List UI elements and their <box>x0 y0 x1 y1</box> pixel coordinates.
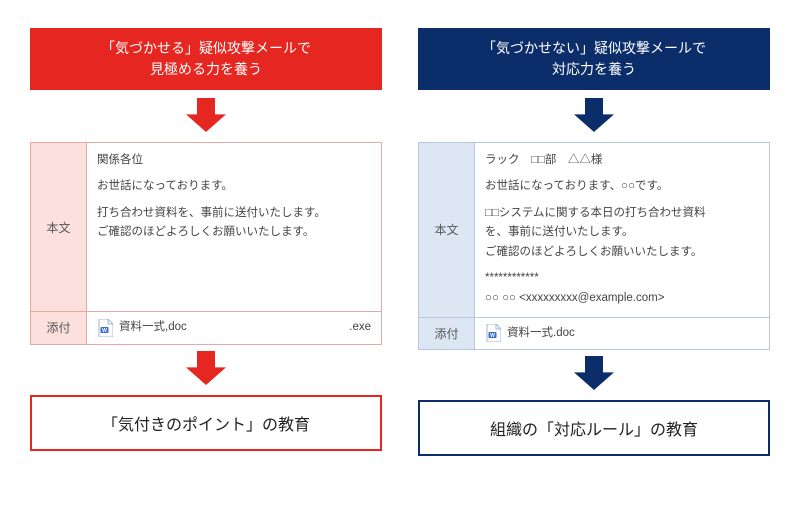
word-doc-icon: W <box>97 319 113 337</box>
word-doc-icon: W <box>485 324 501 342</box>
right-header-line2: 対応力を養う <box>426 59 762 80</box>
left-column: 「気づかせる」疑似攻撃メールで 見極める力を養う 本文 関係各位お世話になってお… <box>30 28 382 489</box>
left-body-label: 本文 <box>31 143 87 311</box>
left-header-line1: 「気づかせる」疑似攻撃メールで <box>38 38 374 59</box>
right-header-box: 「気づかせない」疑似攻撃メールで 対応力を養う <box>418 28 770 90</box>
right-attach-label: 添付 <box>419 318 475 350</box>
svg-text:W: W <box>102 328 107 334</box>
left-body-row: 本文 関係各位お世話になっております。打ち合わせ資料を、事前に送付いたします。ご… <box>31 143 381 312</box>
left-footer-box: 「気付きのポイント」の教育 <box>30 395 382 451</box>
right-header-line1: 「気づかせない」疑似攻撃メールで <box>426 38 762 59</box>
right-arrow-1 <box>574 98 614 132</box>
left-attach-content: W 資料一式,doc .exe <box>87 312 381 344</box>
right-body-content: ラック □□部 △△様お世話になっております、○○です。□□システムに関する本日… <box>475 143 769 317</box>
left-header-box: 「気づかせる」疑似攻撃メールで 見極める力を養う <box>30 28 382 90</box>
left-body-content: 関係各位お世話になっております。打ち合わせ資料を、事前に送付いたします。ご確認の… <box>87 143 381 311</box>
right-attach-filename: 資料一式.doc <box>507 324 575 344</box>
down-arrow-icon <box>574 356 614 390</box>
left-attach-label: 添付 <box>31 312 87 344</box>
left-footer-text: 「気付きのポイント」の教育 <box>102 417 310 434</box>
right-attach-text: 資料一式.doc <box>507 324 759 344</box>
right-footer-box: 組織の「対応ルール」の教育 <box>418 400 770 456</box>
right-column: 「気づかせない」疑似攻撃メールで 対応力を養う 本文 ラック □□部 △△様お世… <box>418 28 770 489</box>
left-attach-ext: .exe <box>349 318 371 338</box>
right-attach-content: W 資料一式.doc <box>475 318 769 350</box>
right-footer-text: 組織の「対応ルール」の教育 <box>490 422 698 439</box>
left-email-box: 本文 関係各位お世話になっております。打ち合わせ資料を、事前に送付いたします。ご… <box>30 142 382 345</box>
down-arrow-icon <box>574 98 614 132</box>
left-attachment-row: 添付 W 資料一式,doc .exe <box>31 312 381 344</box>
left-header-line2: 見極める力を養う <box>38 59 374 80</box>
right-body-row: 本文 ラック □□部 △△様お世話になっております、○○です。□□システムに関す… <box>419 143 769 318</box>
left-attach-filename: 資料一式,doc <box>119 318 187 338</box>
left-attach-text: 資料一式,doc .exe <box>119 318 371 338</box>
right-arrow-2 <box>574 356 614 390</box>
down-arrow-icon <box>186 98 226 132</box>
svg-text:W: W <box>490 333 495 339</box>
right-body-label: 本文 <box>419 143 475 317</box>
down-arrow-icon <box>186 351 226 385</box>
left-arrow-1 <box>186 98 226 132</box>
left-arrow-2 <box>186 351 226 385</box>
right-email-box: 本文 ラック □□部 △△様お世話になっております、○○です。□□システムに関す… <box>418 142 770 350</box>
right-attachment-row: 添付 W 資料一式.doc <box>419 318 769 350</box>
